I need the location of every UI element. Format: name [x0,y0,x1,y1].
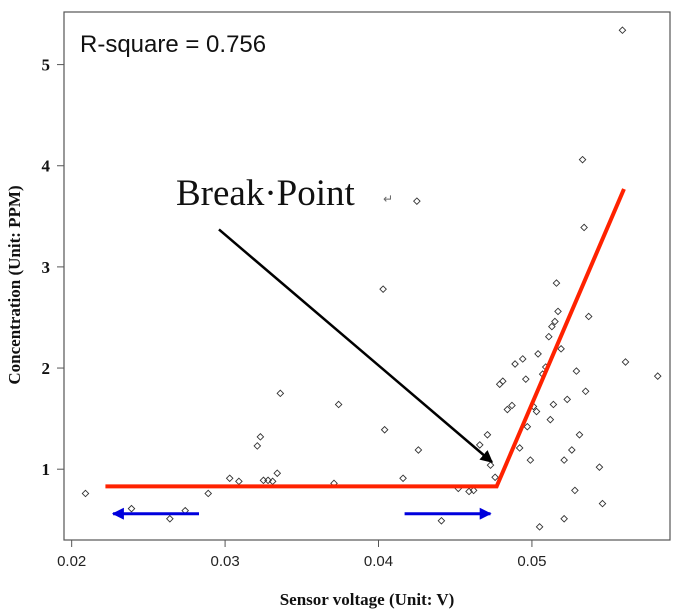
data-point [495,380,504,389]
data-point [276,389,285,398]
data-point [572,367,581,375]
data-point [563,395,572,404]
y-tick-label: 3 [42,258,51,277]
data-point [253,442,262,450]
data-point [618,26,627,35]
data-point [413,197,421,205]
data-point [127,504,136,513]
data-point [567,446,576,454]
data-point [483,430,492,439]
data-point [511,360,519,368]
scatter-points [81,26,662,531]
data-point [204,489,213,498]
x-tick-label: 0.04 [364,553,393,570]
data-point [653,372,662,380]
data-point [621,358,630,366]
data-point [273,469,282,478]
data-point [584,312,593,321]
data-point [560,514,568,523]
data-point [554,307,562,316]
data-point [491,473,499,482]
x-tick-label: 0.05 [517,553,546,570]
x-axis-label: Sensor voltage (Unit: V) [280,590,455,609]
data-point [235,477,243,486]
data-point [535,523,544,531]
r-square-label: R-square = 0.756 [80,31,266,58]
data-point [546,415,555,424]
y-tick-label: 4 [42,157,51,176]
data-point [548,322,556,331]
data-point [379,285,387,293]
data-point [515,444,524,452]
data-point [578,155,587,164]
data-point [256,432,265,441]
data-point [532,407,541,416]
data-point [534,350,542,358]
data-point [544,332,553,341]
y-tick-label: 5 [42,56,51,75]
data-point [166,514,174,523]
data-point [414,446,423,454]
data-point [557,344,565,353]
break-point-label: Break·Point [176,173,356,214]
data-point [595,463,604,472]
data-point [521,375,530,384]
y-axis-ticks: 1 2 3 4 5 [42,56,64,479]
data-point [526,456,535,464]
x-axis-ticks: 0.02 0.03 0.04 0.05 [57,540,547,570]
data-point [551,317,559,326]
y-tick-label: 2 [42,359,51,378]
data-point [259,476,268,485]
data-point [264,476,272,485]
data-point [498,377,507,386]
data-point [549,400,558,409]
data-point [560,456,568,464]
data-point [552,279,561,287]
piecewise-fit-line [105,188,626,489]
data-point [225,474,234,483]
data-point [437,516,446,525]
data-point [571,486,579,495]
annotation-arrows [111,228,493,520]
data-point [486,461,495,469]
data-point [503,405,512,414]
data-point [508,401,516,410]
data-point [581,387,590,396]
data-point [523,422,532,431]
data-point [81,489,90,498]
y-tick-label: 1 [42,460,51,479]
x-tick-label: 0.02 [57,553,86,570]
x-tick-label: 0.03 [210,553,239,570]
plot-frame [63,11,671,541]
break-point-arrow [218,228,493,464]
data-point [575,430,584,439]
data-point [334,400,343,409]
data-point [380,425,389,434]
data-point [469,486,478,495]
data-point [598,499,607,508]
fit-line [105,188,626,489]
y-axis-label: Concentration (Unit: PPM) [5,185,24,384]
data-point [580,223,588,232]
data-point [475,441,484,449]
break-point-return-mark: ↵ [383,192,393,206]
data-point [518,355,527,363]
data-point [465,487,473,496]
data-point [399,474,407,483]
